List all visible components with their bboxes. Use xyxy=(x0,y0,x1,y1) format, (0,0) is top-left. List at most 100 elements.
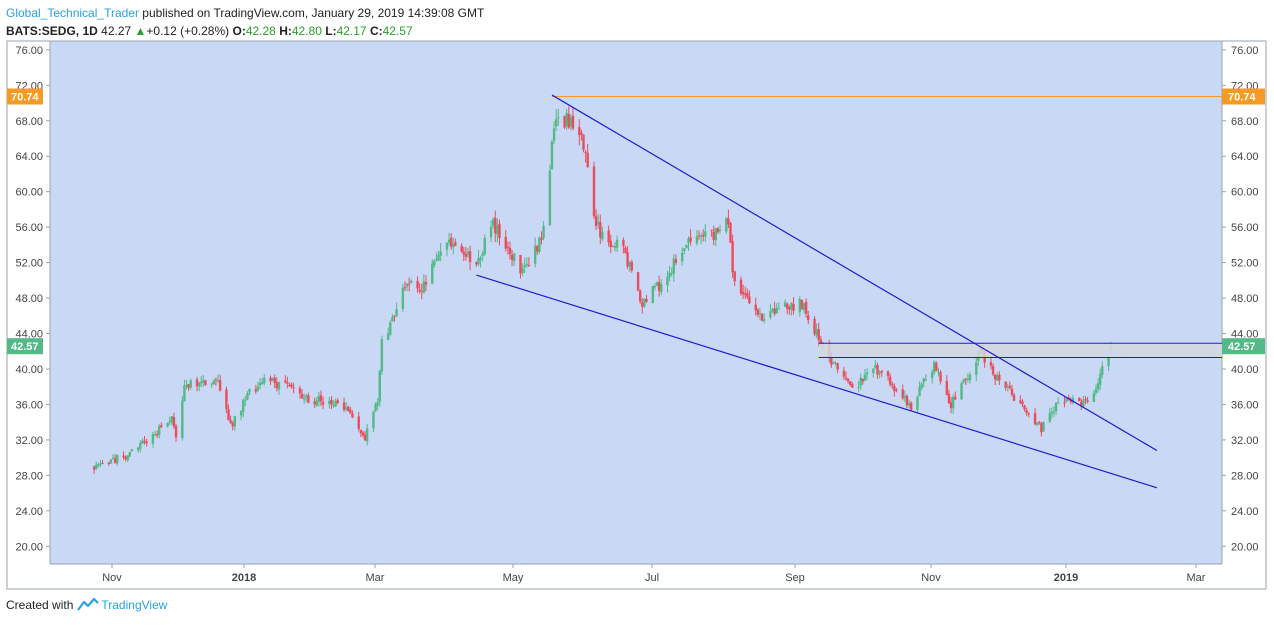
resistance-zone[interactable] xyxy=(818,343,1222,358)
candle-body xyxy=(1050,411,1054,414)
candle-body xyxy=(395,309,398,316)
candle-body xyxy=(697,235,701,237)
candle-body xyxy=(863,374,867,381)
candle-body xyxy=(874,364,877,369)
candle-body xyxy=(601,232,604,240)
trendline[interactable] xyxy=(551,94,1158,452)
candle-body xyxy=(1048,413,1051,422)
candle-body xyxy=(937,371,940,373)
candle-body xyxy=(109,459,113,464)
candle-body xyxy=(800,300,804,309)
y-tick-label-right: 28.00 xyxy=(1231,470,1259,482)
candle-body xyxy=(330,399,333,405)
candle-body xyxy=(468,251,472,263)
price-change: +0.12 (+0.28%) xyxy=(146,24,230,38)
plot-area[interactable] xyxy=(50,41,1222,564)
candle-body xyxy=(342,402,346,410)
candle-body xyxy=(653,286,657,288)
candle-body xyxy=(126,455,129,460)
high-value: 42.80 xyxy=(291,24,322,38)
drawings-layer xyxy=(476,94,1222,489)
candle-body xyxy=(1086,400,1089,402)
candle-body xyxy=(1084,398,1087,401)
candle-body xyxy=(347,406,350,411)
candle-body xyxy=(584,151,587,153)
x-tick-label: Nov xyxy=(921,572,941,584)
candle-body xyxy=(949,402,953,409)
candle-body xyxy=(475,262,478,265)
candle-body xyxy=(124,456,127,460)
candle-body xyxy=(710,229,713,231)
candle-body xyxy=(960,383,963,400)
candle-body xyxy=(95,464,98,470)
candle-body xyxy=(254,389,258,392)
candle-body xyxy=(336,400,339,404)
candle-body xyxy=(947,393,951,404)
candle-body xyxy=(420,291,423,293)
candle-body xyxy=(273,377,276,384)
candle-body xyxy=(729,223,732,243)
candle-body xyxy=(351,413,354,418)
candle-body xyxy=(286,382,289,384)
candle-body xyxy=(916,396,919,410)
candle-body xyxy=(174,426,178,438)
candle-body xyxy=(798,298,802,313)
candle-body xyxy=(1004,381,1007,388)
candle-body xyxy=(365,428,369,442)
low-value: 42.17 xyxy=(336,24,367,38)
candle-body xyxy=(200,381,203,384)
candle-body xyxy=(195,379,199,387)
author-link[interactable]: Global_Technical_Trader xyxy=(6,6,139,20)
candle-body xyxy=(128,452,132,457)
candle-body xyxy=(292,387,295,389)
candle-body xyxy=(645,298,648,302)
resistance-badge-label: 70.74 xyxy=(11,91,39,103)
candle-body xyxy=(773,308,776,314)
candle-body xyxy=(930,371,934,379)
candle-body xyxy=(210,383,213,385)
y-tick-label-right: 40.00 xyxy=(1231,364,1259,376)
candle-body xyxy=(424,282,428,285)
candle-body xyxy=(401,288,405,309)
candle-body xyxy=(540,237,543,240)
candle-body xyxy=(815,329,818,336)
candle-body xyxy=(1094,388,1098,393)
candle-body xyxy=(891,384,894,386)
candle-body xyxy=(155,434,159,436)
candle-body xyxy=(313,401,316,405)
candle-body xyxy=(685,244,688,249)
candle-body xyxy=(580,132,583,135)
candle-body xyxy=(674,259,678,263)
y-tick-label-right: 24.00 xyxy=(1231,506,1259,518)
candle-body xyxy=(512,253,516,262)
candle-body xyxy=(536,245,539,252)
chart-frame xyxy=(6,40,1267,590)
candle-body xyxy=(643,298,646,307)
candle-body xyxy=(202,380,205,383)
candle-body xyxy=(859,377,862,386)
x-axis[interactable]: Nov 2018 Mar May Jul Sep Nov 2019 Mar xyxy=(102,564,1206,584)
ohlc-line: BATS:SEDG, 1D 42.27 ▲+0.12 (+0.28%) O:42… xyxy=(6,22,484,40)
candle-body xyxy=(966,379,970,381)
candle-body xyxy=(903,396,907,398)
candle-body xyxy=(158,425,161,435)
candle-body xyxy=(141,440,144,444)
tradingview-brand[interactable]: TradingView xyxy=(101,598,168,612)
candle-body xyxy=(615,239,619,248)
candle-body xyxy=(170,416,174,423)
y-tick-label-left: 32.00 xyxy=(15,435,43,447)
trendline[interactable] xyxy=(476,274,1158,489)
candle-body xyxy=(1107,357,1110,367)
candle-body xyxy=(1040,423,1043,433)
footer: Created with TradingView xyxy=(6,598,167,612)
candle-body xyxy=(945,380,949,395)
candle-body xyxy=(435,259,438,261)
candle-body xyxy=(657,282,661,291)
candle-body xyxy=(122,455,125,457)
candle-body xyxy=(277,381,281,390)
candle-body xyxy=(1027,413,1030,415)
candle-body xyxy=(878,372,881,374)
candle-body xyxy=(244,399,247,401)
